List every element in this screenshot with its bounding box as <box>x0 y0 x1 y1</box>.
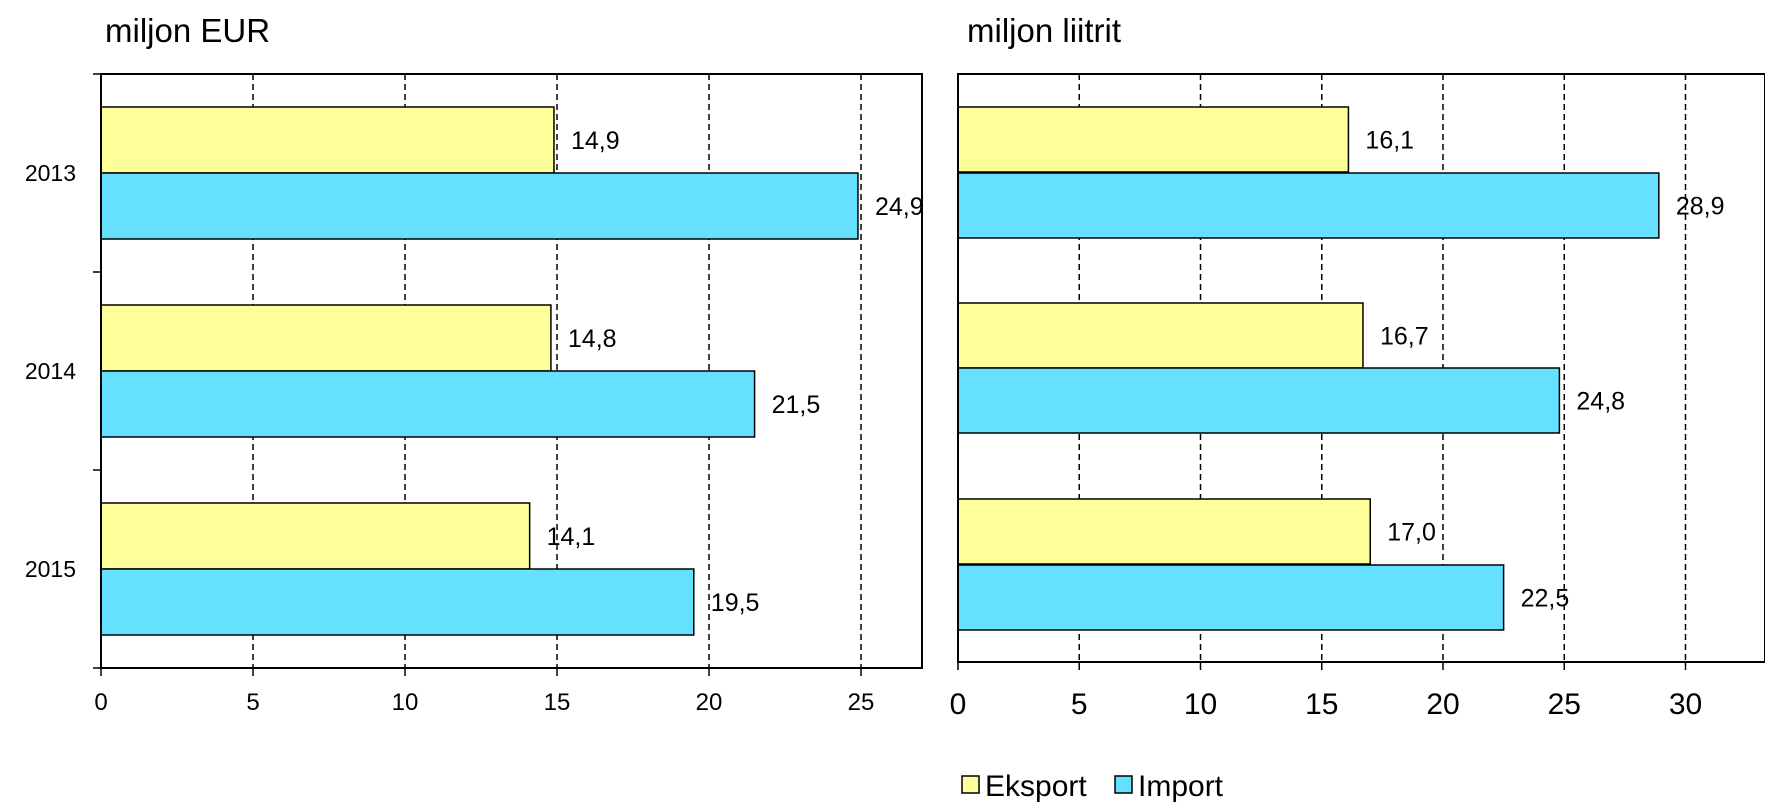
bar-import-2015 <box>100 568 695 636</box>
data-label: 14,8 <box>568 325 617 353</box>
legend-swatch-eksport <box>961 775 980 794</box>
bar-eksport-2014 <box>100 304 552 372</box>
category-label: 2013 <box>25 160 76 186</box>
category-label: 2015 <box>25 556 76 582</box>
x-tick-label: 25 <box>848 689 875 716</box>
category-label: 2014 <box>25 358 76 384</box>
bar-eksport-2015 <box>957 498 1371 565</box>
data-label: 16,1 <box>1365 127 1414 155</box>
chart-panel-1: miljon EUR 14,9 24,9 2013 14,8 21,5 2014 14,1 19… <box>25 12 924 716</box>
x-tick-label: 10 <box>392 689 419 716</box>
x-tick-label: 5 <box>246 689 259 716</box>
bar-import-2014 <box>957 367 1561 434</box>
chart-panel-2: miljon liitrit 16,1 28,9 16,7 24,8 17,0 22,5 0 5… <box>950 12 1765 721</box>
data-label: 19,5 <box>711 589 760 617</box>
legend-swatch-import <box>1114 775 1133 794</box>
x-tick-label: 25 <box>1548 688 1581 721</box>
legend-label-eksport: Eksport <box>985 770 1087 803</box>
bar-eksport-2014 <box>957 302 1364 369</box>
data-label: 22,5 <box>1521 585 1570 613</box>
bar-import-2013 <box>957 172 1660 239</box>
data-label: 28,9 <box>1676 193 1725 221</box>
bar-import-2015 <box>957 564 1505 631</box>
x-tick-label: 0 <box>950 688 967 721</box>
plot-frame <box>957 73 1765 663</box>
data-label: 21,5 <box>772 391 821 419</box>
data-label: 16,7 <box>1380 323 1429 351</box>
bar-eksport-2013 <box>100 106 555 174</box>
x-tick-label: 0 <box>94 689 107 716</box>
data-label: 24,9 <box>875 193 924 221</box>
legend-label-import: Import <box>1138 770 1224 803</box>
x-tick-label: 30 <box>1669 688 1702 721</box>
x-tick-label: 10 <box>1184 688 1217 721</box>
x-tick-label: 20 <box>696 689 723 716</box>
x-tick-label: 20 <box>1426 688 1459 721</box>
bar-import-2014 <box>100 370 756 438</box>
plot-frame <box>100 73 923 669</box>
x-tick-label: 5 <box>1071 688 1088 721</box>
data-label: 17,0 <box>1387 519 1436 547</box>
bar-eksport-2015 <box>100 502 531 570</box>
chart-title: miljon EUR <box>105 12 270 49</box>
bar-import-2013 <box>100 172 859 240</box>
data-label: 14,1 <box>547 523 596 551</box>
data-label: 14,9 <box>571 127 620 155</box>
data-label: 24,8 <box>1576 388 1625 416</box>
bar-eksport-2013 <box>957 106 1350 173</box>
chart-title: miljon liitrit <box>967 12 1121 49</box>
x-tick-label: 15 <box>1305 688 1338 721</box>
legend: Eksport Import <box>961 770 1224 803</box>
x-tick-label: 15 <box>544 689 571 716</box>
